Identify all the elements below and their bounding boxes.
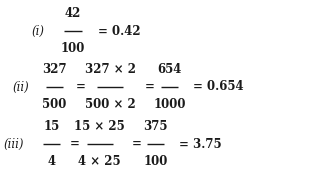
Text: 100: 100 [143, 155, 168, 168]
Text: 4 × 25: 4 × 25 [78, 155, 121, 168]
Text: 327 × 2: 327 × 2 [85, 63, 136, 76]
Text: = 0.654: = 0.654 [193, 81, 244, 93]
Text: 327: 327 [42, 63, 67, 76]
Text: (i): (i) [31, 25, 44, 38]
Text: =: = [70, 138, 80, 151]
Text: =: = [76, 81, 86, 93]
Text: 1000: 1000 [153, 98, 186, 111]
Text: (ii): (ii) [12, 81, 29, 93]
Text: 500 × 2: 500 × 2 [85, 98, 136, 111]
Text: =: = [145, 81, 155, 93]
Text: 500: 500 [42, 98, 67, 111]
Text: 15 × 25: 15 × 25 [74, 120, 125, 133]
Text: =: = [132, 138, 142, 151]
Text: (iii): (iii) [3, 138, 24, 151]
Text: = 0.42: = 0.42 [98, 25, 141, 38]
Text: 375: 375 [143, 120, 168, 133]
Text: 15: 15 [43, 120, 59, 133]
Text: 4: 4 [47, 155, 55, 168]
Text: = 3.75: = 3.75 [179, 138, 221, 151]
Text: 42: 42 [65, 7, 81, 20]
Text: 100: 100 [61, 42, 85, 55]
Text: 654: 654 [157, 63, 182, 76]
